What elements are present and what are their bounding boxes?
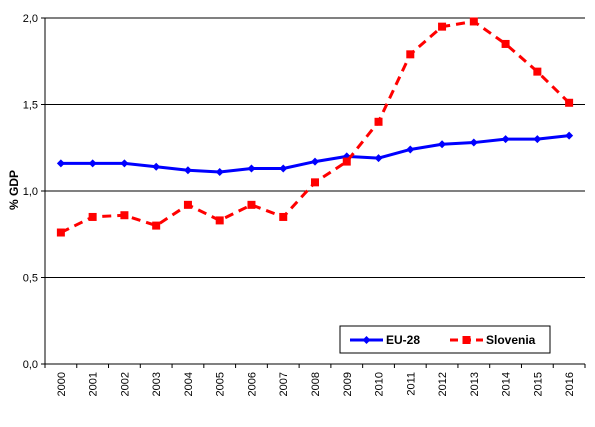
x-tick-label: 2004 (183, 372, 195, 396)
x-tick-label: 2014 (501, 372, 513, 396)
legend-marker-eu28 (362, 336, 371, 344)
x-tick-label: 2015 (532, 372, 544, 396)
legend-label-slovenia: Slovenia (486, 333, 536, 347)
data-point-slovenia (311, 178, 319, 187)
data-point-slovenia (279, 212, 288, 221)
x-tick-label: 2012 (437, 372, 449, 396)
x-tick-label: 2009 (342, 372, 354, 396)
data-point-slovenia (247, 200, 256, 209)
y-tick-label: 0,5 (23, 273, 38, 285)
series-line-slovenia (60, 19, 571, 234)
x-axis-ticks: 2000 2001 2002 2003 2004 2005 2006 2007 2008 2009… (44, 364, 586, 396)
data-point-slovenia (406, 50, 415, 59)
data-point-slovenia (342, 157, 351, 166)
y-axis-title: % GDP (7, 170, 21, 210)
y-tick-label: 1,0 (23, 186, 38, 198)
x-tick-label: 2011 (405, 372, 417, 396)
data-point-eu28 (311, 157, 319, 166)
data-series (56, 17, 574, 237)
data-point-slovenia (88, 212, 97, 221)
data-point-slovenia (469, 17, 478, 26)
y-tick-label: 2,0 (23, 13, 38, 25)
data-point-eu28 (88, 159, 97, 168)
data-point-eu28 (247, 164, 256, 173)
data-point-eu28 (533, 135, 542, 144)
gridlines (45, 17, 585, 278)
data-point-slovenia (183, 200, 192, 209)
data-point-eu28 (152, 162, 161, 171)
legend-marker-slovenia (462, 336, 471, 344)
data-point-eu28 (469, 138, 478, 147)
x-tick-label: 2001 (88, 372, 100, 396)
x-tick-label: 2005 (215, 372, 227, 396)
x-tick-label: 2003 (151, 372, 163, 396)
x-tick-label: 2010 (374, 372, 386, 396)
data-point-slovenia (120, 211, 129, 220)
data-point-eu28 (406, 145, 415, 154)
data-point-eu28 (565, 131, 574, 140)
data-point-eu28 (374, 154, 383, 163)
x-tick-label: 2008 (310, 372, 322, 396)
data-point-slovenia (56, 228, 65, 237)
legend: EU-28 Slovenia (339, 325, 551, 354)
x-tick-label: 2002 (119, 372, 131, 396)
series-line-eu28 (60, 134, 570, 174)
legend-label-eu28: EU-28 (386, 333, 420, 347)
data-point-eu28 (183, 166, 192, 175)
data-point-eu28 (501, 135, 510, 144)
data-point-eu28 (56, 159, 65, 168)
data-point-slovenia (215, 216, 224, 225)
y-tick-label: 1,5 (23, 100, 38, 112)
data-point-eu28 (120, 159, 129, 168)
data-point-slovenia (565, 98, 574, 107)
x-tick-label: 2016 (564, 372, 576, 396)
y-tick-label: 0,0 (23, 359, 38, 371)
data-point-slovenia (152, 221, 161, 230)
data-point-slovenia (374, 117, 383, 126)
data-point-slovenia (438, 22, 447, 31)
x-tick-label: 2006 (246, 372, 258, 396)
data-point-eu28 (215, 167, 224, 176)
x-tick-label: 2000 (56, 372, 68, 396)
data-point-slovenia (501, 39, 510, 48)
data-point-slovenia (533, 67, 542, 76)
x-tick-label: 2007 (278, 372, 290, 396)
x-tick-label: 2013 (469, 372, 481, 396)
y-axis-ticks: 0,0 0,5 1,0 1,5 2,0 (23, 13, 45, 371)
data-point-eu28 (279, 164, 288, 173)
data-point-eu28 (438, 140, 447, 149)
